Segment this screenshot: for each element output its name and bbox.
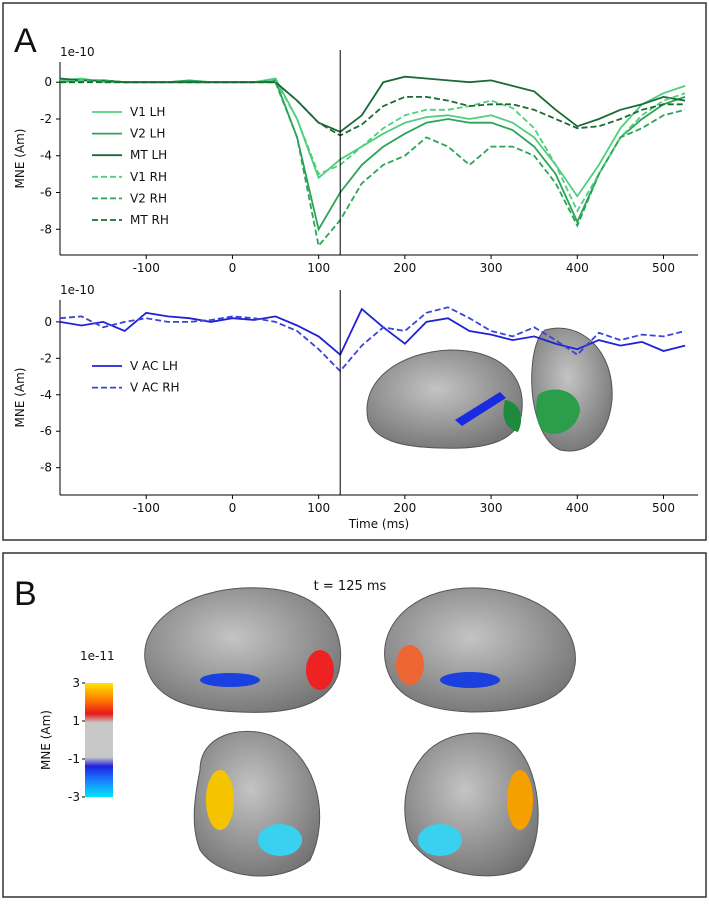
panel-label: B	[14, 575, 37, 613]
legend-label: MT LH	[130, 148, 167, 162]
colorbar-label: MNE (Am)	[39, 710, 53, 770]
series-line	[59, 306, 686, 373]
x-tick-label: 0	[229, 261, 237, 275]
x-tick-label: 500	[652, 261, 675, 275]
y-tick-label: -6	[40, 186, 52, 200]
legend-label: V AC LH	[130, 359, 178, 373]
y-tick-label: -2	[40, 112, 52, 126]
legend-label: V2 LH	[130, 127, 165, 141]
y-tick-label: -6	[40, 424, 52, 438]
legend-label: MT RH	[130, 213, 169, 227]
x-tick-label: 300	[480, 261, 503, 275]
x-tick-label: 100	[307, 261, 330, 275]
colorbar-tick-label: 1	[72, 714, 80, 728]
y-tick-label: -8	[40, 222, 52, 236]
y-tick-label: 0	[44, 75, 52, 89]
legend-label: V1 RH	[130, 170, 167, 184]
panel-label: A	[14, 22, 37, 60]
offset-label: 1e-10	[60, 283, 95, 297]
colorbar-offset: 1e-11	[80, 649, 115, 663]
colorbar-tick-label: -1	[68, 752, 80, 766]
x-tick-label: 200	[393, 261, 416, 275]
colorbar-ticks: 3 1 -1 -3	[68, 676, 85, 804]
colorbar-tick-label: -3	[68, 790, 80, 804]
x-tick-label: 500	[652, 501, 675, 515]
brain-maps	[144, 587, 576, 877]
y-tick-label: 0	[44, 315, 52, 329]
y-tick-label: -2	[40, 351, 52, 365]
x-tick-label: 100	[307, 501, 330, 515]
colorbar-tick-label: 3	[72, 676, 80, 690]
colorbar	[85, 683, 113, 797]
series-line	[59, 307, 686, 357]
x-tick-label: 400	[566, 261, 589, 275]
x-tick-label: 300	[480, 501, 503, 515]
legend-label: V AC RH	[130, 381, 180, 395]
panel-title: t = 125 ms	[314, 579, 387, 594]
y-tick-label: -4	[40, 149, 52, 163]
x-tick-label: 400	[566, 501, 589, 515]
x-tick-label: 200	[393, 501, 416, 515]
offset-label: 1e-10	[60, 45, 95, 59]
panel-frame	[2, 552, 707, 898]
panel-frame	[2, 2, 707, 541]
legend-label: V1 LH	[130, 105, 165, 119]
x-tick-label: -100	[133, 261, 160, 275]
x-axis-label: Time (ms)	[348, 517, 410, 531]
x-tick-label: 0	[229, 501, 237, 515]
y-axis-label: MNE (Am)	[13, 129, 27, 189]
y-axis-label: MNE (Am)	[13, 368, 27, 428]
y-tick-label: -4	[40, 388, 52, 402]
y-tick-label: -8	[40, 461, 52, 475]
brain-inset	[366, 327, 613, 452]
x-tick-label: -100	[133, 501, 160, 515]
series-line	[60, 81, 686, 137]
legend-label: V2 RH	[130, 191, 167, 205]
